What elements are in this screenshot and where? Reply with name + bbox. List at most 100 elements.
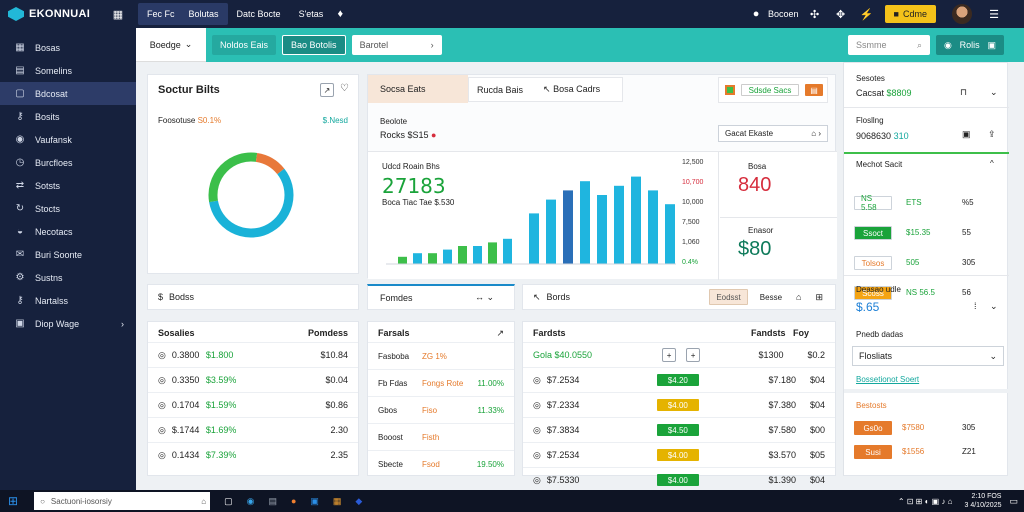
print-icon[interactable]: ⊓ — [960, 87, 968, 97]
sidebar-item-3[interactable]: ⚷ Bosits — [0, 105, 136, 128]
sidebar-item-6[interactable]: ⇄ Sotsts — [0, 174, 136, 197]
status-chip[interactable]: $4.00 — [656, 449, 699, 461]
filter-select[interactable]: Gacat Ekaste ⌂ › — [718, 125, 828, 142]
table-row[interactable]: ◎ 0.3800 $1.800 $10.84 — [148, 342, 358, 367]
tab-rucda[interactable]: Rucda Bais — [477, 84, 524, 95]
heart-icon[interactable]: ♡ — [340, 83, 349, 94]
menu-icon[interactable]: ☰ — [989, 8, 999, 21]
sidebar-item-12[interactable]: ▣ Diop Wage › — [0, 312, 136, 335]
grid-icon[interactable]: ▦ — [112, 8, 124, 21]
rp-bottom-chip[interactable]: Gs0o — [854, 421, 892, 435]
puzzle-icon[interactable]: ✥ — [835, 8, 846, 21]
expand-icon[interactable]: ↗ — [496, 328, 504, 338]
alert-icon[interactable]: ⚡ — [859, 8, 874, 21]
table-row[interactable]: Sbecte Fsod 19.50% — [368, 450, 514, 477]
rp-chip[interactable]: Ssoct — [854, 226, 892, 240]
user-name[interactable]: Bocoen — [768, 9, 799, 19]
chevron-down-icon[interactable]: ⌄ — [990, 301, 998, 311]
table-row[interactable]: ◎ $7.3834 $4.50 $7.580 $00 — [523, 417, 835, 442]
status-chip[interactable]: $4.00 — [656, 474, 699, 486]
btn-besse[interactable]: Besse — [759, 292, 783, 302]
select-field[interactable]: Barotel › — [351, 35, 442, 55]
table-row[interactable]: Fb Fdas Fongs Rote 11.00% — [368, 369, 514, 396]
pill-noldos[interactable]: Noldos Eais — [212, 35, 277, 55]
tab-fec[interactable]: Fec Fc — [138, 3, 184, 25]
sidebar-item-9[interactable]: ✉ Buri Soonte — [0, 243, 136, 266]
sidebar-item-10[interactable]: ⚙ Sustns — [0, 266, 136, 289]
avatar[interactable] — [952, 4, 972, 24]
explorer-icon[interactable]: ▤ — [268, 495, 277, 506]
taskview-icon[interactable]: ▢ — [224, 495, 233, 506]
save-icon[interactable]: ▣ — [962, 129, 971, 139]
search-box[interactable]: ○ Sactuoni-iosorsiy ⌂ — [34, 492, 211, 510]
table-row[interactable]: ◎ $.1744 $1.69% 2.30 — [148, 417, 358, 442]
fomdes-tab[interactable]: Fomdes ↔ ⌄ — [367, 284, 515, 310]
link[interactable]: Bossetionot Soert — [856, 375, 920, 384]
user-icon[interactable]: ● — [752, 8, 760, 20]
rp-chip[interactable]: NS 5.58 — [854, 194, 892, 212]
action-button[interactable]: ◉ Rolis ▣ — [936, 35, 1004, 55]
start-icon[interactable]: ⊞ — [8, 494, 19, 508]
table-row[interactable]: ◎ $7.2534 $4.20 $7.180 $04 — [523, 367, 835, 392]
plus-icon[interactable]: + — [686, 348, 701, 362]
app-logo[interactable]: EKONNUAI — [0, 0, 136, 28]
store-icon[interactable]: ▣ — [310, 495, 319, 506]
tab-socsa[interactable]: Socsa Eats — [368, 75, 468, 103]
table-row[interactable]: Booost Fisth — [368, 423, 514, 450]
sidebar-item-11[interactable]: ⚷ Nartalss — [0, 289, 136, 312]
bell-icon[interactable]: ♦ — [337, 8, 344, 20]
sidebar-item-7[interactable]: ↻ Stocts — [0, 197, 136, 220]
share-icon[interactable]: ⇪ — [988, 129, 996, 139]
pill-bao[interactable]: Bao Botolis — [282, 35, 346, 55]
table-row[interactable]: ◎ $7.2534 $4.00 $3.570 $05 — [523, 442, 835, 467]
y-tick: 1,060 — [682, 239, 700, 246]
table-row[interactable]: Fasboba ZG 1% — [368, 342, 514, 369]
table-row[interactable]: ◎ 0.3350 $3.59% $0.04 — [148, 367, 358, 392]
notification-icon[interactable]: ▭ — [1009, 495, 1018, 506]
upgrade-button[interactable]: ■ Cdme — [884, 5, 936, 23]
table-row[interactable]: Gola $40.0550 + + $1300 $0.2 — [523, 342, 835, 367]
tray-icons[interactable]: ⌃ ⊡ ⊞ ◐ ▣ ♪ ⌂ — [897, 496, 953, 506]
table-row[interactable]: ◎ 0.1434 $7.39% 2.35 — [148, 442, 358, 467]
table-row[interactable]: ◎ $7.5330 $4.00 $1.390 $04 — [523, 467, 835, 492]
tab-bolutas[interactable]: Bolutas — [179, 3, 228, 25]
plus-icon[interactable]: + — [662, 348, 677, 362]
tab-bosa[interactable]: ↖ Bosa Cadrs — [543, 84, 601, 94]
sidebar-item-2[interactable]: ▢ Bdcosat — [0, 82, 136, 105]
sidebar-item-5[interactable]: ◷ Burcfloes — [0, 151, 136, 174]
sidebar-item-8[interactable]: ◒ Necotacs — [0, 220, 136, 243]
search-input[interactable]: Ssmme ⌕ — [848, 35, 930, 55]
sidebar-item-4[interactable]: ◉ Vaufansk — [0, 128, 136, 151]
grid-icon[interactable]: ⊞ — [815, 291, 823, 302]
btn-eodsst[interactable]: Eodsst — [709, 289, 748, 305]
rp-bottom-chip[interactable]: Susi — [854, 445, 892, 459]
sidebar-item-0[interactable]: ▦ Bosas — [0, 36, 136, 59]
calendar-icon[interactable]: ▤ — [805, 84, 823, 96]
chevron-up-icon[interactable]: ^ — [990, 159, 994, 168]
date-chip[interactable]: Sdsde Sacs — [741, 84, 799, 96]
sidebar-item-1[interactable]: ▤ Somelins — [0, 59, 136, 82]
status-chip[interactable]: $4.20 — [656, 374, 699, 386]
settings-icon[interactable]: ✣ — [809, 8, 820, 21]
clock-icon: ◷ — [15, 157, 25, 168]
rp-chip[interactable]: Tolsos — [854, 256, 892, 270]
more-icon[interactable]: ⁞ — [974, 301, 977, 311]
tab-setas[interactable]: S'etas — [298, 9, 324, 19]
tab-datc[interactable]: Datc Bocte — [236, 9, 281, 19]
vscode-icon[interactable]: ◆ — [355, 495, 363, 506]
status-chip[interactable]: $4.00 — [656, 399, 699, 411]
table-row[interactable]: Gbos Fiso 11.33% — [368, 396, 514, 423]
edge-icon[interactable]: ◉ — [246, 495, 255, 506]
firefox-icon[interactable]: ● — [290, 496, 297, 506]
flosliats-select[interactable]: Flosliats ⌄ — [852, 346, 1004, 366]
chevron-down-icon[interactable]: ⌄ — [990, 87, 998, 97]
bodss-bar[interactable]: $ Bodss — [147, 284, 359, 310]
table-row[interactable]: ◎ 0.1704 $1.59% $0.86 — [148, 392, 358, 417]
status-chip[interactable]: $4.50 — [656, 424, 699, 436]
folder-icon[interactable]: ▦ — [332, 495, 342, 506]
table-row[interactable]: ◎ $7.2334 $4.00 $7.380 $04 — [523, 392, 835, 417]
rp-chip[interactable]: Scoss — [854, 286, 892, 300]
expand-icon[interactable]: ↗ — [320, 83, 334, 97]
camera-icon[interactable]: ⌂ — [796, 292, 802, 302]
view-dropdown[interactable]: Boedge ⌄ — [136, 28, 206, 62]
